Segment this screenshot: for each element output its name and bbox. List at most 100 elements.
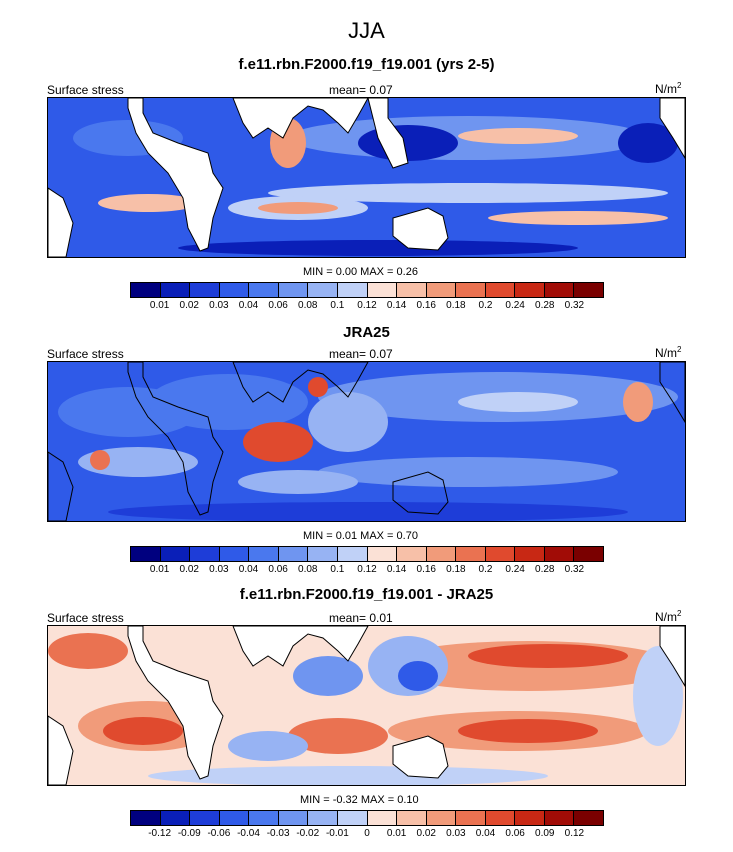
panel-2-swatch [131, 547, 161, 561]
panel-3-swatch [515, 811, 545, 825]
panel-3-swatch [544, 811, 575, 825]
panel-1-colorbar-ticks: 0.01 0.02 0.03 0.04 0.06 0.08 0.1 0.12 0… [130, 300, 604, 312]
panel-1-variable-label: Surface stress [47, 83, 124, 97]
panel-1-tick: 0.03 [209, 300, 229, 311]
panel-1-tick: 0.02 [179, 300, 199, 311]
panel-3-tick: -0.06 [207, 828, 231, 839]
panel-3-tick: -0.03 [266, 828, 290, 839]
panel-3-swatch [131, 811, 161, 825]
panel-2-tick: 0.1 [330, 564, 345, 575]
panel-3-swatch [278, 811, 309, 825]
panel-3-swatch [397, 811, 427, 825]
panel-3-variable-label: Surface stress [47, 611, 124, 625]
panel-1-swatch [515, 283, 545, 297]
panel-1-units-label: N/m2 [655, 81, 682, 96]
panel-1-title: f.e11.rbn.F2000.f19_f19.001 (yrs 2-5) [238, 56, 495, 73]
panel-2-swatch [456, 547, 486, 561]
panel-2-swatch [337, 547, 368, 561]
panel-1-tick: 0.18 [446, 300, 466, 311]
panel-1-tick: 0.16 [416, 300, 436, 311]
panel-3-swatch [337, 811, 368, 825]
panel-1-swatch [278, 283, 309, 297]
panel-2-tick: 0.04 [238, 564, 259, 575]
panel-2-tick: 0.14 [386, 564, 407, 575]
panel-1-swatch [397, 283, 427, 297]
panel-1-swatch [249, 283, 279, 297]
panel-1-tick: 0.2 [478, 300, 493, 311]
panel-2-swatch [249, 547, 279, 561]
panel-1-swatch [190, 283, 220, 297]
panel-1-colorbar [130, 282, 604, 298]
panel-1-minmax: MIN = 0.00 MAX = 0.26 [303, 266, 418, 278]
panel-3-tick: 0.02 [416, 828, 436, 839]
panel-2-tick: 0.12 [357, 564, 377, 575]
panel-3-mean-label: mean= 0.01 [329, 611, 393, 625]
panel-2-tick: 0.18 [446, 564, 466, 575]
panel-3-tick: 0 [364, 828, 370, 839]
panel-3-tick: 0.03 [446, 828, 466, 839]
panel-3-swatch [160, 811, 191, 825]
panel-2-colorbar-ticks: 0.01 0.02 0.03 0.04 0.06 0.08 0.1 0.12 0… [130, 564, 604, 576]
panel-2-swatch [160, 547, 191, 561]
panel-2-swatch [308, 547, 338, 561]
panel-2-swatch [426, 547, 457, 561]
panel-2-map [47, 361, 686, 522]
panel-1-swatch [574, 283, 603, 297]
panel-1-tick: 0.14 [386, 300, 407, 311]
panel-3-swatch [367, 811, 398, 825]
panel-2-variable-label: Surface stress [47, 347, 124, 361]
panel-2-swatch [190, 547, 220, 561]
figure-title: JJA [348, 18, 385, 43]
panel-2-tick: 0.28 [535, 564, 555, 575]
panel-2-tick: 0.03 [209, 564, 229, 575]
panel-3-tick: -0.01 [325, 828, 349, 839]
panel-3-tick: -0.02 [296, 828, 320, 839]
panel-3-tick: 0.09 [535, 828, 555, 839]
panel-3-tick: 0.12 [564, 828, 585, 839]
panel-2-swatch [574, 547, 603, 561]
panel-1-tick: 0.28 [535, 300, 555, 311]
panel-2-tick: 0.2 [478, 564, 493, 575]
panel-1-tick: 0.24 [505, 300, 525, 311]
panel-2-tick: 0.24 [505, 564, 525, 575]
panel-3-tick: -0.04 [237, 828, 260, 839]
panel-3-swatch [574, 811, 603, 825]
panel-3-tick: -0.09 [177, 828, 201, 839]
panel-3-colorbar [130, 810, 604, 826]
panel-1-swatch [337, 283, 368, 297]
panel-1-swatch [131, 283, 161, 297]
panel-2-swatch [544, 547, 575, 561]
panel-1-swatch [426, 283, 457, 297]
panel-2-units-label: N/m2 [655, 345, 682, 360]
panel-1-tick: 0.1 [330, 300, 345, 311]
panel-1-tick: 0.06 [268, 300, 288, 311]
panel-1-tick: 0.32 [564, 300, 585, 311]
panel-1-tick: 0.04 [238, 300, 259, 311]
panel-3-colorbar-ticks: -0.12 -0.09 -0.06 -0.04 -0.03 -0.02 -0.0… [130, 828, 604, 840]
panel-3-tick: 0.06 [505, 828, 525, 839]
panel-3-swatch [308, 811, 338, 825]
panel-2-minmax: MIN = 0.01 MAX = 0.70 [303, 530, 418, 542]
panel-3-swatch [219, 811, 250, 825]
panel-3-tick: 0.04 [475, 828, 496, 839]
panel-2-tick: 0.02 [179, 564, 199, 575]
panel-2-mean-label: mean= 0.07 [329, 347, 393, 361]
panel-2-tick: 0.01 [149, 564, 170, 575]
panel-3-swatch [426, 811, 457, 825]
panel-2-tick: 0.06 [268, 564, 288, 575]
panel-2-swatch [397, 547, 427, 561]
panel-1-tick: 0.12 [357, 300, 377, 311]
panel-3-swatch [190, 811, 220, 825]
panel-1-tick: 0.08 [298, 300, 318, 311]
panel-2-swatch [367, 547, 398, 561]
panel-3-tick: -0.12 [148, 828, 172, 839]
panel-2-swatch [485, 547, 516, 561]
panel-2-colorbar [130, 546, 604, 562]
panel-1-tick: 0.01 [149, 300, 170, 311]
panel-1-swatch [219, 283, 250, 297]
panel-3-swatch [456, 811, 486, 825]
panel-2-tick: 0.16 [416, 564, 436, 575]
panel-1-map [47, 97, 686, 258]
panel-1-swatch [367, 283, 398, 297]
panel-1-swatch [485, 283, 516, 297]
